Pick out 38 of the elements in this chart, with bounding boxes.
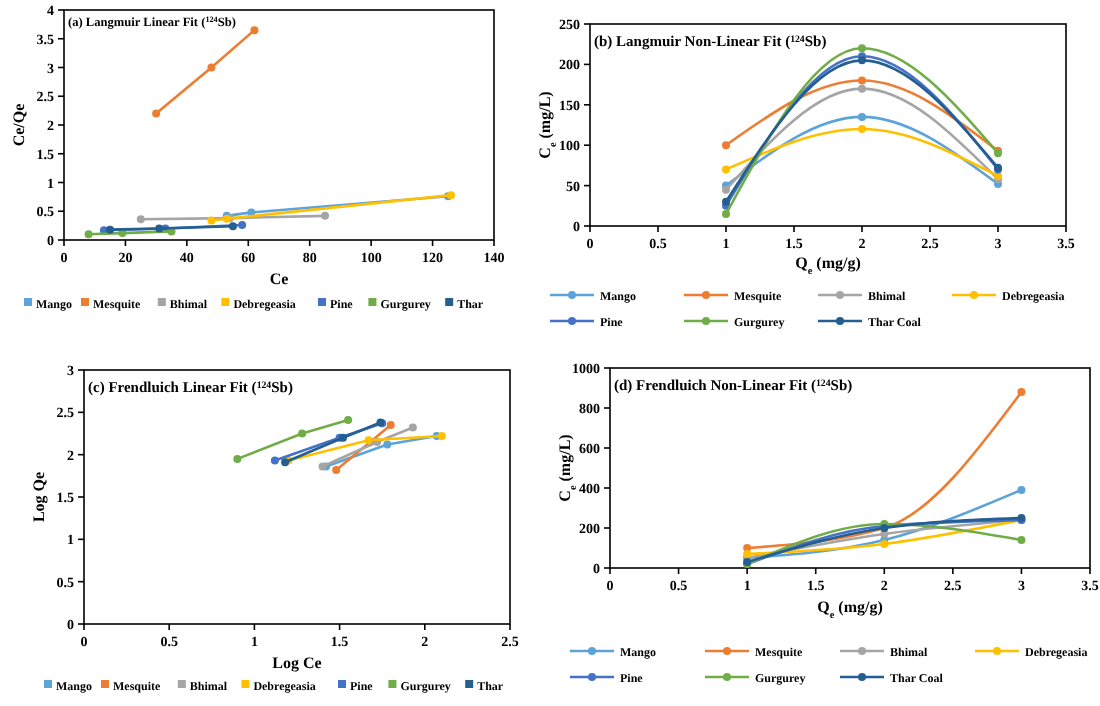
point bbox=[321, 211, 330, 220]
point bbox=[858, 76, 866, 85]
point bbox=[437, 432, 446, 441]
point bbox=[858, 44, 866, 53]
point bbox=[207, 216, 216, 225]
point bbox=[344, 415, 353, 424]
point bbox=[858, 112, 866, 121]
x-axis-title: Q$_{e}$ (mg/g) bbox=[795, 254, 862, 278]
point bbox=[250, 26, 259, 35]
point bbox=[228, 222, 237, 231]
point bbox=[1017, 486, 1026, 494]
x-axis-title: Ce bbox=[269, 270, 290, 288]
point bbox=[722, 209, 730, 218]
point bbox=[247, 208, 256, 217]
point bbox=[383, 440, 392, 449]
x-axis-title: Q$_{e}$ (mg/g) bbox=[817, 598, 884, 622]
point bbox=[722, 141, 730, 150]
point bbox=[298, 429, 307, 438]
point bbox=[155, 224, 164, 233]
point bbox=[270, 456, 279, 465]
point bbox=[408, 423, 417, 432]
point bbox=[1017, 536, 1026, 544]
y-axis-title: Log Qe bbox=[30, 470, 48, 523]
point bbox=[1017, 388, 1026, 396]
point bbox=[106, 225, 115, 234]
point bbox=[332, 465, 341, 474]
point bbox=[858, 125, 866, 134]
point bbox=[136, 215, 145, 224]
x-axis-title: Log Ce bbox=[272, 654, 323, 672]
point bbox=[207, 63, 216, 72]
point bbox=[238, 221, 247, 230]
point bbox=[84, 230, 93, 239]
point bbox=[152, 109, 161, 118]
y-axis-title: Ce/Qe bbox=[10, 102, 28, 147]
point bbox=[858, 84, 866, 93]
point bbox=[722, 165, 730, 174]
point bbox=[233, 454, 242, 463]
point bbox=[386, 421, 395, 430]
